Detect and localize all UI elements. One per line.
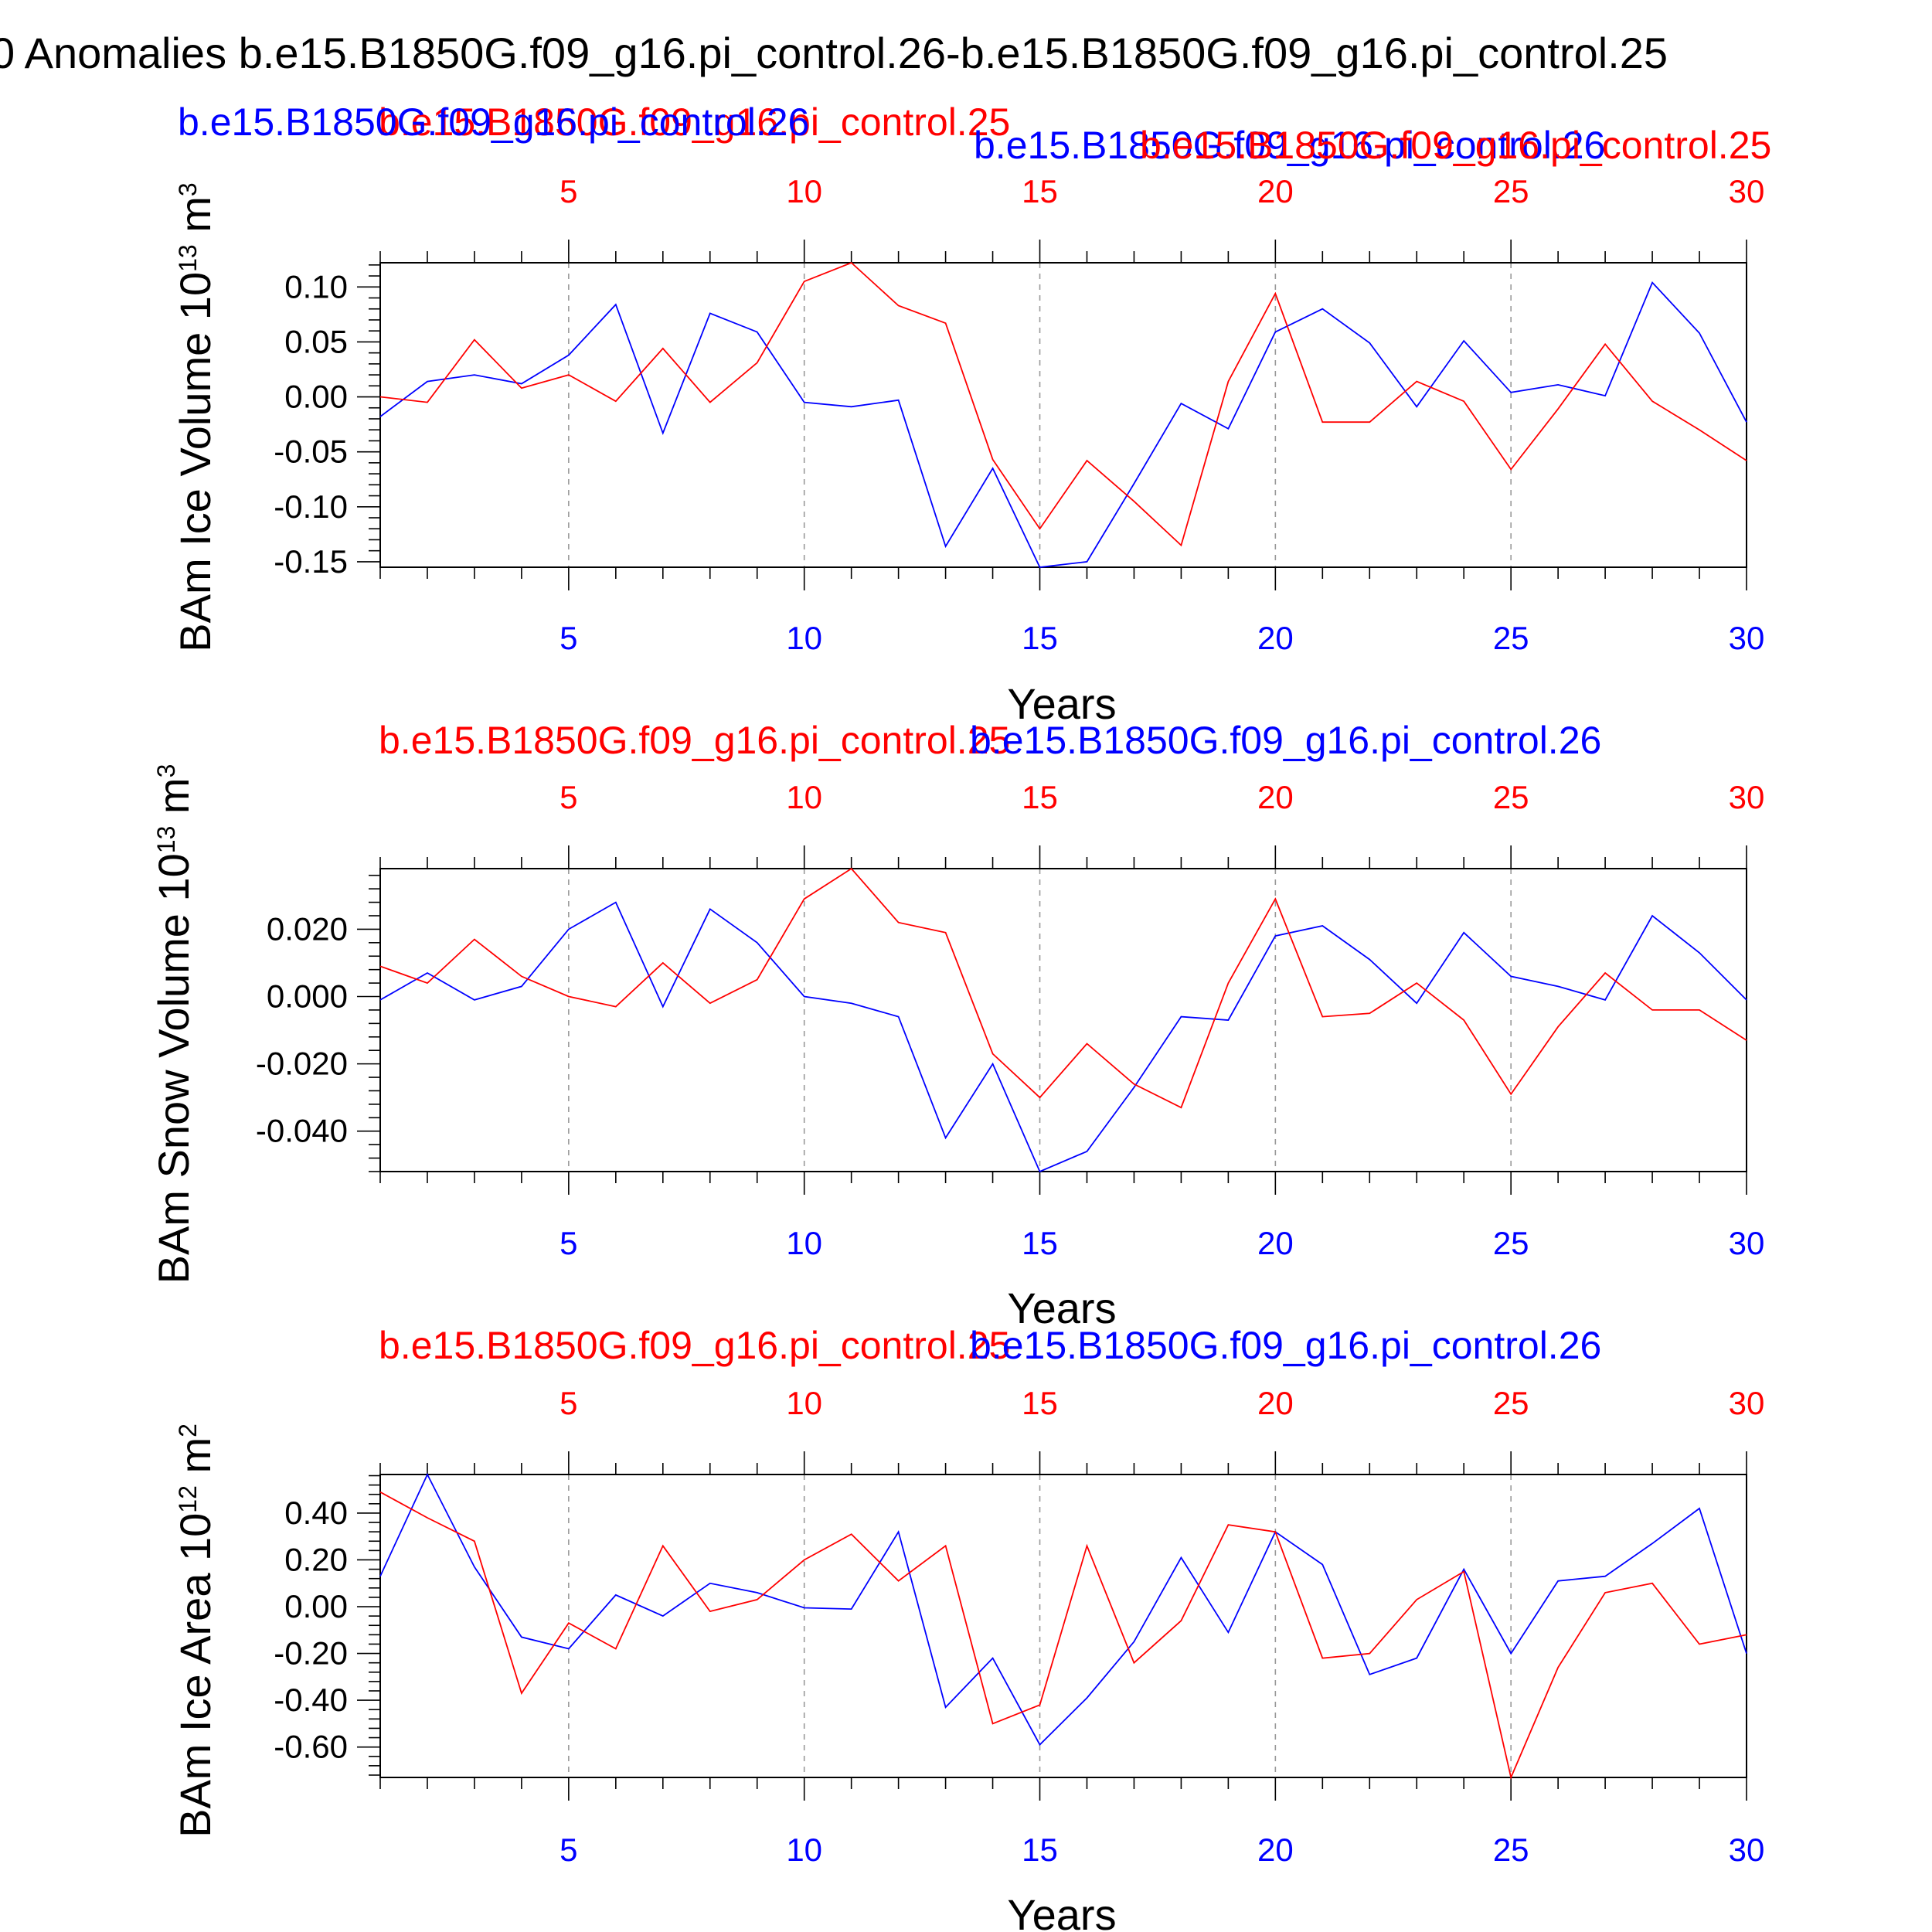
- plot-frame: [379, 1474, 1747, 1778]
- x-tick-label-top: 15: [1022, 779, 1058, 815]
- x-axis-label: Years: [1007, 679, 1116, 728]
- x-tick-label-top: 25: [1493, 1385, 1529, 1421]
- x-tick-label-top: 30: [1729, 1385, 1765, 1421]
- y-tick-label: 0.05: [284, 323, 348, 359]
- x-tick-label-top: 10: [786, 1385, 822, 1421]
- x-tick-label-bottom: 30: [1729, 1225, 1765, 1261]
- x-tick-label-bottom: 5: [560, 1225, 577, 1261]
- series-line-run25: [379, 261, 1747, 547]
- x-tick-label-top: 20: [1257, 1385, 1294, 1421]
- x-tick-label-top: 15: [1022, 1385, 1058, 1421]
- y-axis-label: BAm Ice Volume 1013 m3: [171, 182, 219, 651]
- x-tick-label-top: 5: [560, 779, 577, 815]
- y-tick-label: 0.00: [284, 1588, 348, 1624]
- y-tick-label: -0.05: [274, 434, 348, 470]
- figure-title: 0 Anomalies b.e15.B1850G.f09_g16.pi_cont…: [0, 29, 1668, 77]
- panel-1: -0.15 -0.10 -0.05 0.00 0.05 0.10 5 5 10 10 15 15 20 2…: [171, 100, 1771, 728]
- panel-2: -0.040 -0.020 0.000 0.020 5 5 10 10 15 15 20 20 25 25…: [149, 719, 1764, 1332]
- y-tick-label: 0.10: [284, 268, 348, 304]
- x-tick-label-top: 20: [1257, 173, 1294, 209]
- x-tick-label-bottom: 10: [786, 1832, 822, 1868]
- y-tick-label: -0.40: [274, 1682, 348, 1718]
- y-tick-label: 0.20: [284, 1541, 348, 1577]
- x-tick-label-top: 30: [1729, 779, 1765, 815]
- y-tick-label: 0.40: [284, 1495, 348, 1531]
- chart-panels: -0.15 -0.10 -0.05 0.00 0.05 0.10 5 5 10 10 15 15 20 2…: [149, 100, 1771, 1932]
- x-tick-label-bottom: 5: [560, 620, 577, 656]
- x-tick-label-top: 20: [1257, 779, 1294, 815]
- y-axis-label: BAm Ice Area 1012 m2: [171, 1423, 219, 1838]
- y-tick-label: -0.10: [274, 488, 348, 525]
- y-tick-label: -0.15: [274, 543, 348, 580]
- y-tick-label: -0.040: [256, 1113, 348, 1149]
- plot-frame: [379, 262, 1747, 568]
- run-label: b.e15.B1850G.f09_g16.pi_control.25: [379, 100, 1010, 144]
- x-tick-label-bottom: 15: [1022, 1225, 1058, 1261]
- x-tick-label-top: 15: [1022, 173, 1058, 209]
- y-axis-label: BAm Snow Volume 1013 m3: [149, 764, 198, 1284]
- y-tick-label: 0.00: [284, 379, 348, 415]
- x-axis-label: Years: [1007, 1890, 1116, 1932]
- x-tick-label-bottom: 30: [1729, 620, 1765, 656]
- series-line-run25: [379, 867, 1747, 1109]
- x-tick-label-top: 25: [1493, 173, 1529, 209]
- panel-3: -0.60 -0.40 -0.20 0.00 0.20 0.40 5 5 10 10 15 15 20 2…: [171, 1324, 1764, 1932]
- x-tick-label-bottom: 20: [1257, 620, 1294, 656]
- series-line-run26: [379, 901, 1747, 1173]
- x-tick-label-bottom: 25: [1493, 1225, 1529, 1261]
- plot-frame: [379, 868, 1747, 1172]
- y-tick-label: -0.60: [274, 1729, 348, 1765]
- x-tick-label-bottom: 25: [1493, 1832, 1529, 1868]
- y-tick-label: 0.000: [267, 978, 348, 1015]
- y-tick-label: 0.020: [267, 910, 348, 947]
- run-label: b.e15.B1850G.f09_g16.pi_control.25: [1140, 124, 1771, 167]
- y-tick-label: -0.20: [274, 1635, 348, 1672]
- x-tick-label-top: 5: [560, 1385, 577, 1421]
- series-line-run26: [379, 281, 1747, 568]
- series-line-run25: [379, 1491, 1747, 1780]
- x-tick-label-bottom: 10: [786, 620, 822, 656]
- x-tick-label-bottom: 5: [560, 1832, 577, 1868]
- run-label: b.e15.B1850G.f09_g16.pi_control.25: [379, 719, 1010, 762]
- x-tick-label-bottom: 10: [786, 1225, 822, 1261]
- x-tick-label-top: 5: [560, 173, 577, 209]
- run-label: b.e15.B1850G.f09_g16.pi_control.26: [970, 719, 1601, 762]
- x-tick-label-top: 25: [1493, 779, 1529, 815]
- x-tick-label-bottom: 20: [1257, 1832, 1294, 1868]
- run-label: b.e15.B1850G.f09_g16.pi_control.26: [178, 100, 809, 144]
- x-tick-label-bottom: 20: [1257, 1225, 1294, 1261]
- series-line-run26: [379, 1472, 1747, 1747]
- run-label: b.e15.B1850G.f09_g16.pi_control.26: [974, 124, 1605, 167]
- x-tick-label-bottom: 30: [1729, 1832, 1765, 1868]
- x-tick-label-bottom: 25: [1493, 620, 1529, 656]
- run-label: b.e15.B1850G.f09_g16.pi_control.26: [970, 1324, 1601, 1367]
- x-tick-label-top: 10: [786, 779, 822, 815]
- x-tick-label-bottom: 15: [1022, 1832, 1058, 1868]
- x-tick-label-bottom: 15: [1022, 620, 1058, 656]
- run-label: b.e15.B1850G.f09_g16.pi_control.25: [379, 1324, 1010, 1367]
- y-tick-label: -0.020: [256, 1046, 348, 1082]
- x-tick-label-top: 10: [786, 173, 822, 209]
- x-axis-label: Years: [1007, 1284, 1116, 1332]
- x-tick-label-top: 30: [1729, 173, 1765, 209]
